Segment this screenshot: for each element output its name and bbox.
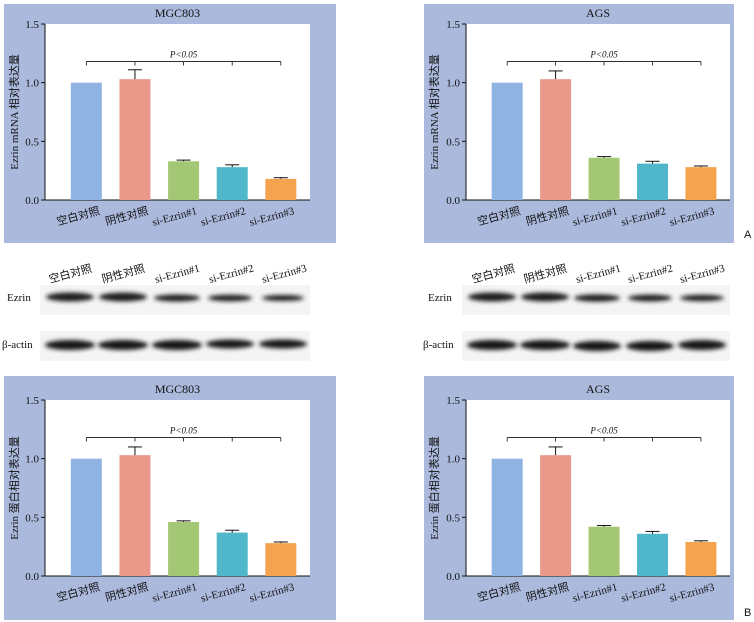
band (467, 340, 517, 350)
band (98, 340, 148, 350)
band (574, 294, 620, 302)
blot-row-label-ezrin: Ezrin (7, 292, 31, 304)
significance-label: P<0.05 (589, 50, 618, 60)
band (468, 292, 516, 302)
y-tick-label: 1.0 (25, 454, 39, 466)
band (521, 292, 569, 302)
bar (636, 533, 668, 576)
band (45, 340, 95, 350)
bar (216, 167, 248, 200)
band (680, 294, 724, 302)
y-tick-label: 0.0 (25, 571, 39, 583)
bar (119, 79, 151, 200)
band (262, 295, 304, 301)
band (678, 340, 726, 350)
y-tick-label: 1.5 (446, 395, 460, 407)
lane-label: 空白对照 (47, 261, 93, 286)
blot-bands-ezrin (46, 292, 304, 302)
bar (540, 455, 572, 576)
blot-row-label-actin: β-actin (2, 339, 33, 351)
chart-title: AGS (586, 382, 610, 396)
blot-bands-ezrin (468, 292, 724, 302)
bar (685, 167, 717, 200)
bar (685, 541, 717, 576)
significance-label: P<0.05 (169, 50, 198, 60)
y-tick-label: 1.5 (25, 395, 39, 407)
bar (265, 543, 297, 576)
lane-label: si-Ezrin#1 (154, 262, 201, 285)
y-tick-label: 0.5 (446, 512, 460, 524)
bar (491, 458, 523, 576)
lane-label: si-Ezrin#2 (627, 262, 674, 285)
panel-letter-a: A (744, 229, 752, 241)
y-tick-label: 0.5 (25, 512, 39, 524)
lane-label: si-Ezrin#2 (208, 262, 255, 285)
panel-letter-b: B (744, 607, 751, 619)
bar (588, 157, 620, 200)
blot-bands-actin (45, 339, 307, 350)
bar (216, 532, 248, 576)
bar (168, 522, 200, 576)
blot-right-lane-labels: 空白对照 阴性对照 si-Ezrin#1 si-Ezrin#2 si-Ezrin… (470, 261, 726, 286)
bar (168, 161, 200, 200)
lane-label: si-Ezrin#3 (261, 262, 309, 286)
blot-bands-actin (467, 340, 726, 351)
band (99, 292, 147, 302)
y-tick-label: 1.0 (446, 454, 460, 466)
band (152, 340, 202, 350)
y-tick-label: 0.5 (25, 136, 39, 148)
band (520, 340, 570, 350)
y-axis-label: Ezrin 蛋白相对表达量 (7, 436, 21, 540)
band (259, 339, 307, 349)
y-tick-label: 0.0 (446, 195, 460, 207)
bar (491, 82, 523, 200)
band (628, 294, 672, 302)
significance-label: P<0.05 (169, 426, 198, 436)
y-tick-label: 1.0 (446, 78, 460, 90)
bar (540, 79, 572, 200)
lane-label: si-Ezrin#1 (575, 262, 622, 285)
lane-label: 空白对照 (470, 261, 516, 286)
bar (70, 458, 102, 576)
bar (265, 178, 297, 200)
significance-label: P<0.05 (589, 426, 618, 436)
band (154, 294, 200, 302)
band (206, 339, 254, 349)
blot-left-lane-labels: 空白对照 阴性对照 si-Ezrin#1 si-Ezrin#2 si-Ezrin… (47, 261, 308, 286)
band (46, 292, 94, 302)
blot-row-label-ezrin: Ezrin (428, 292, 452, 304)
bar (119, 455, 151, 576)
chart-title: AGS (586, 6, 610, 20)
chart-title: MGC803 (155, 382, 200, 396)
y-tick-label: 1.5 (25, 19, 39, 31)
y-tick-label: 0.5 (446, 136, 460, 148)
band (573, 341, 621, 351)
bar (70, 82, 102, 200)
lane-label: 阴性对照 (522, 261, 568, 286)
y-axis-label: Ezrin mRNA 相对表达量 (427, 54, 441, 170)
y-axis-label: Ezrin mRNA 相对表达量 (7, 54, 21, 170)
y-tick-label: 1.5 (446, 19, 460, 31)
blot-row-label-actin: β-actin (423, 339, 454, 351)
blot-left: 空白对照 阴性对照 si-Ezrin#1 si-Ezrin#2 si-Ezrin… (2, 261, 310, 361)
band (208, 294, 252, 302)
lane-label: si-Ezrin#3 (679, 262, 727, 286)
y-tick-label: 0.0 (446, 571, 460, 583)
y-tick-label: 0.0 (25, 195, 39, 207)
blot-right: 空白对照 阴性对照 si-Ezrin#1 si-Ezrin#2 si-Ezrin… (423, 261, 730, 361)
bar (636, 163, 668, 200)
lane-label: 阴性对照 (100, 261, 146, 286)
bar (588, 526, 620, 576)
y-axis-label: Ezrin 蛋白相对表达量 (427, 436, 441, 540)
chart-title: MGC803 (155, 6, 200, 20)
band (626, 341, 674, 351)
y-tick-label: 1.0 (25, 78, 39, 90)
